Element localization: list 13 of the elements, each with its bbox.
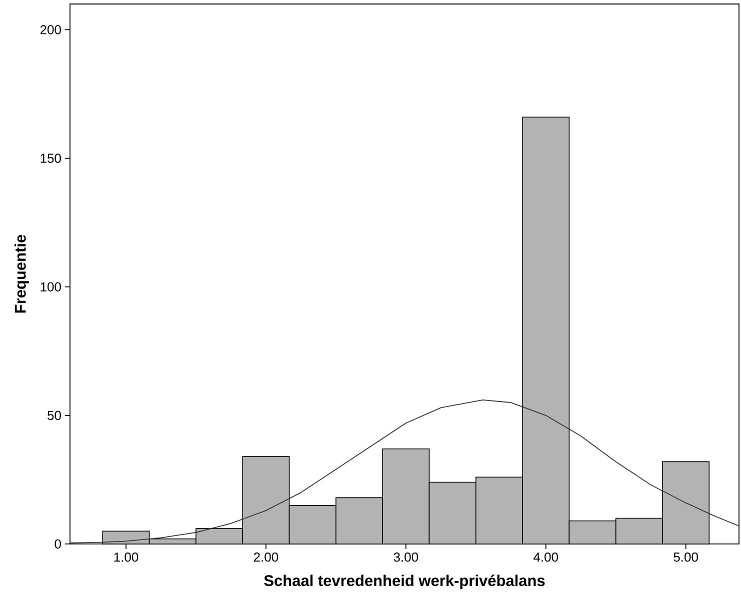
x-tick-label: 4.00 [534,552,558,562]
x-axis-title: Schaal tevredenheid werk-privébalans [264,574,545,590]
x-tick-label: 5.00 [674,552,698,562]
y-axis-title: Frequentie [14,234,29,313]
x-tick-label: 2.00 [254,552,278,562]
y-tick-label: 0 [54,539,61,549]
y-tick-label: 50 [48,410,61,420]
y-tick-label: 100 [40,282,61,292]
x-tick-label: 1.00 [114,552,138,562]
y-tick-label: 200 [40,25,61,34]
line-series [70,400,740,544]
x-tick-label: 3.00 [394,552,418,562]
y-tick-label: 150 [40,154,61,163]
